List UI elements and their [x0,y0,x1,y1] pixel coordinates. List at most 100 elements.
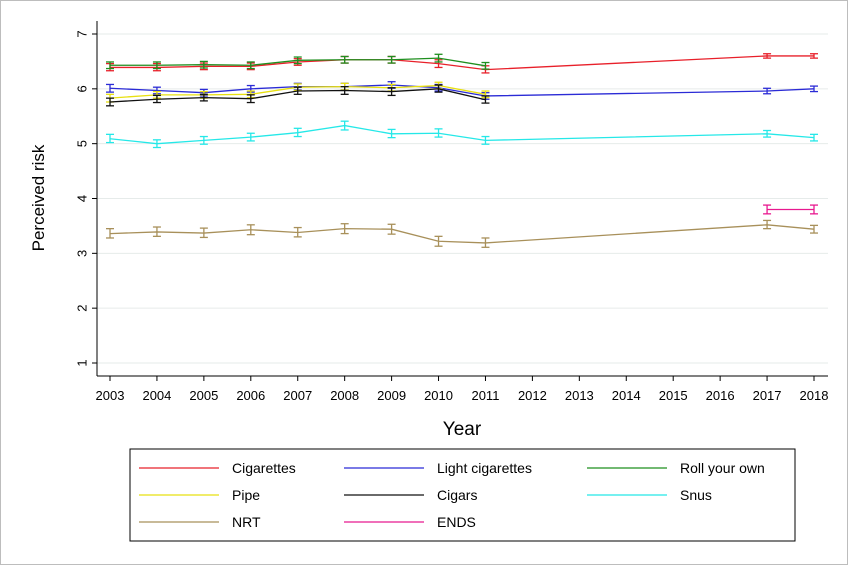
error-bar-roll-your-own-2003 [106,61,114,70]
error-bar-snus-2018 [810,133,818,142]
gridlines [97,33,828,364]
x-tick-label-2011: 2011 [471,388,499,403]
error-bar-cigars-2009 [387,87,396,97]
x-tick-label-2017: 2017 [753,388,782,403]
error-bar-snus-2003 [106,133,114,144]
error-bar-snus-2004 [152,139,161,149]
series-cigars [106,84,490,107]
x-tick-label-2009: 2009 [377,388,406,403]
error-bar-nrt-2003 [106,228,114,239]
error-bar-nrt-2008 [340,223,349,235]
error-bar-cigars-2003 [106,97,114,107]
legend-item-ends: ENDS [344,514,476,530]
x-tick-label-2015: 2015 [659,388,688,403]
y-tick-label-4: 4 [74,195,89,202]
x-tick-label-2012: 2012 [518,388,547,403]
error-bar-snus-2010 [434,128,443,138]
error-bar-cigars-2007 [293,86,302,95]
y-tick-label-5: 5 [74,140,89,147]
series-roll-your-own [106,53,490,70]
error-bar-nrt-2005 [199,227,208,239]
error-bar-nrt-2004 [152,226,161,237]
x-tick-label-2004: 2004 [142,388,171,403]
series-cigarettes [106,53,818,74]
error-bar-cigars-2011 [481,95,490,104]
legend-item-snus: Snus [587,487,712,503]
axes: 1 2 3 4 5 6 7 2003 2004 2005 2006 2007 2008 2009 2010 2… [74,21,828,403]
error-bar-roll-your-own-2008 [340,55,349,64]
error-bar-cigars-2004 [152,94,161,104]
series-snus [106,120,818,149]
x-tick-label-2016: 2016 [706,388,735,403]
series-nrt [106,219,818,248]
legend-label-nrt: NRT [232,514,261,530]
error-bar-roll-your-own-2009 [387,55,396,64]
legend-box [129,448,796,542]
x-tick-label-2008: 2008 [330,388,359,403]
error-bar-light-cigarettes-2017 [763,87,772,95]
series-ends [763,204,818,215]
error-bar-nrt-2010 [434,235,443,247]
error-bar-snus-2017 [763,129,772,138]
legend-item-cigarettes: Cigarettes [139,460,296,476]
y-axis-label: Perceived risk [29,144,48,251]
legend-label-roll-your-own: Roll your own [680,460,765,476]
error-bar-cigarettes-2018 [810,53,818,59]
series-line-cigarettes [110,55,814,71]
error-bar-cigars-2008 [340,85,349,95]
error-bar-cigars-2005 [199,93,208,102]
error-bar-ends-2018 [810,204,818,215]
error-bar-roll-your-own-2010 [434,53,443,63]
error-bar-snus-2006 [246,132,255,142]
legend-item-light-cigarettes: Light cigarettes [344,460,532,476]
error-bar-light-cigarettes-2003 [106,83,114,93]
legend-item-nrt: NRT [139,514,261,530]
x-tick-label-2014: 2014 [612,388,641,403]
error-bar-cigars-2010 [434,84,443,93]
x-tick-label-2003: 2003 [96,388,125,403]
error-bar-nrt-2011 [481,237,490,248]
error-bar-snus-2008 [340,120,349,131]
error-bar-roll-your-own-2004 [152,61,161,70]
error-bar-roll-your-own-2006 [246,61,255,70]
x-tick-label-2006: 2006 [236,388,265,403]
error-bar-snus-2007 [293,127,302,138]
y-tick-label-7: 7 [74,30,89,37]
legend-label-light-cigarettes: Light cigarettes [437,460,532,476]
error-bar-cigarettes-2017 [763,53,772,59]
error-bar-roll-your-own-2011 [481,61,490,70]
legend-label-cigars: Cigars [437,487,477,503]
legend-item-roll-your-own: Roll your own [587,460,765,476]
x-tick-label-2007: 2007 [283,388,312,403]
legend: Cigarettes Light cigarettes Roll your own P… [129,448,796,542]
error-bar-nrt-2007 [293,226,302,238]
legend-item-cigars: Cigars [344,487,477,503]
y-tick-label-2: 2 [74,305,89,312]
error-bar-roll-your-own-2005 [199,60,208,69]
y-tick-label-6: 6 [74,85,89,92]
legend-item-pipe: Pipe [139,487,260,503]
error-bar-nrt-2017 [763,219,772,230]
x-tick-label-2013: 2013 [565,388,594,403]
error-bar-roll-your-own-2007 [293,56,302,65]
legend-label-ends: ENDS [437,514,476,530]
error-bar-snus-2005 [199,135,208,145]
y-tick-label-1: 1 [74,359,89,366]
x-tick-label-2005: 2005 [189,388,218,403]
error-bar-nrt-2006 [246,224,255,236]
error-bar-snus-2011 [481,135,490,145]
x-axis-label: Year [443,419,482,440]
series-line-nrt [109,224,815,244]
series-line-snus [109,124,815,145]
error-bar-snus-2009 [387,128,396,139]
error-bar-cigars-2006 [246,94,255,104]
legend-label-pipe: Pipe [232,487,260,503]
error-bar-light-cigarettes-2018 [810,85,818,93]
error-bar-nrt-2009 [387,223,396,235]
legend-label-cigarettes: Cigarettes [232,460,296,476]
x-tick-label-2010: 2010 [424,388,453,403]
series-group [106,53,818,248]
error-bar-ends-2017 [763,204,772,215]
